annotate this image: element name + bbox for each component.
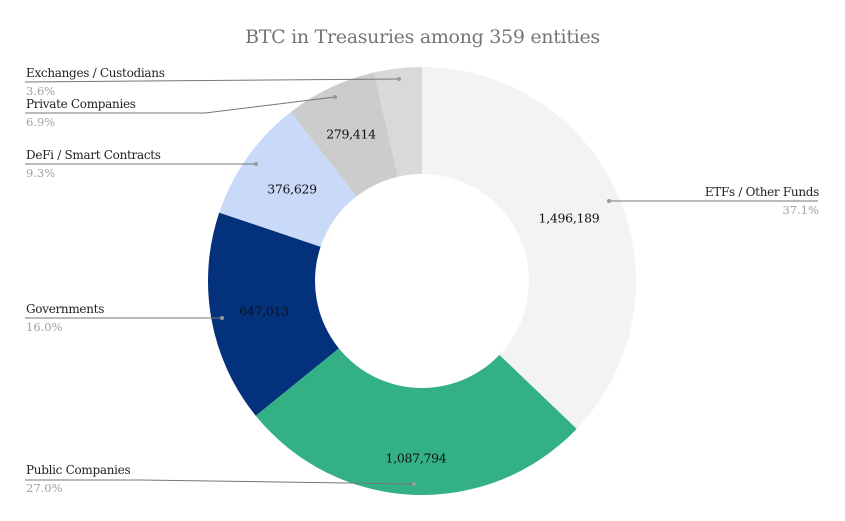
label-governments: Governments xyxy=(26,302,105,316)
label-private: Private Companies xyxy=(26,97,136,111)
label-public: Public Companies xyxy=(26,463,131,477)
leader-dot-private xyxy=(333,95,337,99)
leader-lines xyxy=(24,77,818,486)
value-etfs: 1,496,189 xyxy=(538,210,600,226)
leader-dot-defi xyxy=(254,162,258,166)
pct-governments: 16.0% xyxy=(26,320,63,334)
leader-dot-governments xyxy=(220,316,224,320)
value-governments: 647,013 xyxy=(239,303,289,319)
leader-dot-etfs xyxy=(607,199,611,203)
slice-defi xyxy=(219,111,357,247)
slice-governments xyxy=(207,212,339,416)
slice-etfs xyxy=(422,67,636,429)
slice-public xyxy=(255,348,577,496)
leader-dot-public xyxy=(412,482,416,486)
pct-defi: 9.3% xyxy=(26,166,56,180)
slice-private xyxy=(290,72,398,197)
value-public: 1,087,794 xyxy=(385,450,447,466)
label-etfs: ETFs / Other Funds xyxy=(704,185,819,199)
label-exchanges: Exchanges / Custodians xyxy=(26,66,165,80)
pct-private: 6.9% xyxy=(26,115,56,129)
value-defi: 376,629 xyxy=(267,181,317,197)
slice-exchanges xyxy=(373,67,422,177)
leader-line-private xyxy=(25,96,336,114)
pct-exchanges: 3.6% xyxy=(26,84,56,98)
donut-slices xyxy=(207,67,636,496)
leader-line-exchanges xyxy=(24,78,400,83)
pct-public: 27.0% xyxy=(26,481,63,495)
leader-line-public xyxy=(25,479,415,485)
pct-etfs: 37.1% xyxy=(782,203,819,217)
leader-dot-exchanges xyxy=(397,77,401,81)
value-private: 279,414 xyxy=(326,126,376,142)
chart-title: BTC in Treasuries among 359 entities xyxy=(245,26,600,48)
label-defi: DeFi / Smart Contracts xyxy=(26,148,161,162)
